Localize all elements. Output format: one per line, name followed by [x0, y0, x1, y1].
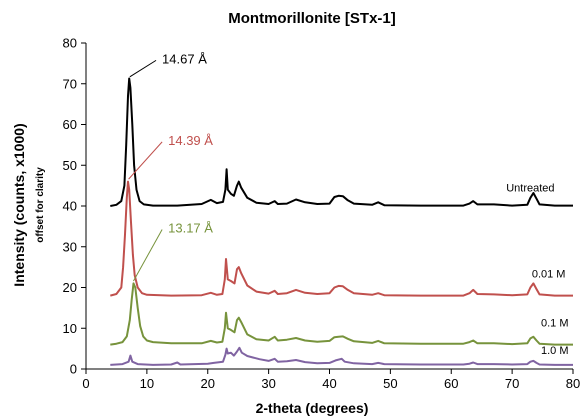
x-tick-label: 10	[140, 376, 154, 391]
x-tick-label: 0	[82, 376, 89, 391]
ticks-layer: 0 10 20 30 40 50 60 70 80 0 10 20 30 40 50 60 70 80	[63, 36, 581, 392]
y-tick-label: 50	[63, 158, 77, 173]
y-tick-label: 80	[63, 36, 77, 51]
y-tick-label: 0	[70, 362, 77, 377]
series-label: 0.01 M	[532, 269, 566, 281]
peak-annotation: 14.39 Å	[168, 133, 213, 148]
peak-annotation: 14.67 Å	[162, 51, 207, 66]
x-tick-label: 50	[383, 376, 397, 391]
series-line-untreated	[110, 77, 573, 207]
y-tick-label: 40	[63, 199, 77, 214]
series-line-0-1-m	[110, 282, 573, 346]
y-tick-label: 30	[63, 239, 77, 254]
x-axis-label: 2-theta (degrees)	[256, 400, 369, 416]
series-label: 1.0 M	[541, 345, 569, 357]
y-tick-label: 70	[63, 76, 77, 91]
y-axis-label: Intensity (counts, x1000)	[11, 123, 27, 286]
x-tick-label: 40	[322, 376, 336, 391]
series-line-0-01-m	[110, 180, 573, 297]
series-line-1-0-m	[110, 346, 573, 366]
annotation-leader-line	[129, 59, 157, 78]
annotation-leader-line	[128, 141, 163, 180]
y-tick-label: 60	[63, 117, 77, 132]
chart-title: Montmorillonite [STx-1]	[228, 10, 396, 27]
y-tick-label: 10	[63, 321, 77, 336]
x-tick-label: 30	[261, 376, 275, 391]
y-tick-label: 20	[63, 280, 77, 295]
x-tick-label: 80	[566, 376, 580, 391]
x-tick-label: 60	[444, 376, 458, 391]
series-label: 0.1 M	[541, 318, 569, 330]
peak-annotation: 13.17 Å	[168, 220, 213, 235]
series-layer: Untreated 0.01 M 0.1 M 1.0 M	[110, 77, 573, 366]
x-tick-label: 20	[201, 376, 215, 391]
x-tick-label: 70	[505, 376, 519, 391]
annotations-layer: 14.67 Å 14.39 Å 13.17 Å	[128, 51, 213, 282]
annotation-leader-line	[133, 229, 163, 282]
series-label: Untreated	[506, 182, 554, 194]
y-axis-sublabel: offset for clarity	[35, 167, 46, 243]
